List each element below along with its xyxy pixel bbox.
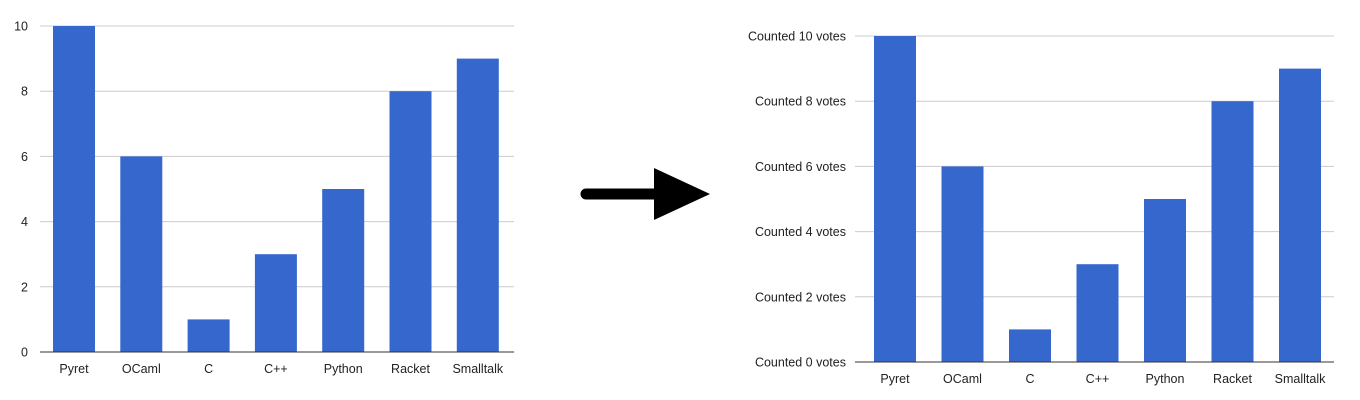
- x-tick-label: Racket: [391, 362, 430, 376]
- bar: [389, 91, 432, 352]
- x-tick-label: Python: [324, 362, 363, 376]
- bar: [254, 254, 297, 352]
- x-tick-label: Smalltalk: [1275, 372, 1326, 386]
- x-tick-label: C: [1025, 372, 1034, 386]
- bar: [1144, 199, 1186, 362]
- y-tick-label: 8: [21, 85, 28, 99]
- y-tick-label: 0: [21, 346, 28, 360]
- right-arrow-icon: [580, 168, 710, 220]
- chart-left: 0 2 4 6 8 10 Pyret OCaml C C++ Python Racket Smallta…: [14, 20, 514, 376]
- y-tick-label: Counted 4 votes: [755, 225, 846, 239]
- bar: [1211, 101, 1254, 362]
- bar: [1279, 68, 1321, 362]
- bar: [322, 189, 365, 352]
- y-tick-label: Counted 8 votes: [755, 95, 846, 109]
- y-tick-label: 10: [14, 20, 28, 34]
- y-tick-label: 2: [21, 280, 28, 294]
- bar: [941, 166, 984, 362]
- chart-right: Counted 0 votes Counted 2 votes Counted 4 …: [748, 30, 1334, 386]
- bar: [874, 36, 916, 362]
- y-tick-label: 6: [21, 150, 28, 164]
- y-tick-label: Counted 10 votes: [748, 30, 846, 44]
- y-tick-label: 4: [21, 215, 28, 229]
- x-tick-label: C++: [1086, 372, 1110, 386]
- bar: [187, 319, 230, 352]
- y-tick-label: Counted 2 votes: [755, 290, 846, 304]
- bar: [53, 26, 95, 352]
- x-tick-label: Smalltalk: [452, 362, 503, 376]
- x-tick-label: Pyret: [880, 372, 910, 386]
- bar: [1076, 264, 1119, 362]
- x-tick-label: OCaml: [122, 362, 161, 376]
- bar: [120, 156, 163, 352]
- bar: [456, 58, 499, 352]
- x-tick-label: Python: [1146, 372, 1185, 386]
- x-tick-label: C: [204, 362, 213, 376]
- bar: [1009, 329, 1051, 362]
- x-tick-label: OCaml: [943, 372, 982, 386]
- y-tick-label: Counted 0 votes: [755, 356, 846, 370]
- x-tick-label: C++: [264, 362, 288, 376]
- y-tick-label: Counted 6 votes: [755, 160, 846, 174]
- x-tick-label: Racket: [1213, 372, 1252, 386]
- x-tick-label: Pyret: [59, 362, 89, 376]
